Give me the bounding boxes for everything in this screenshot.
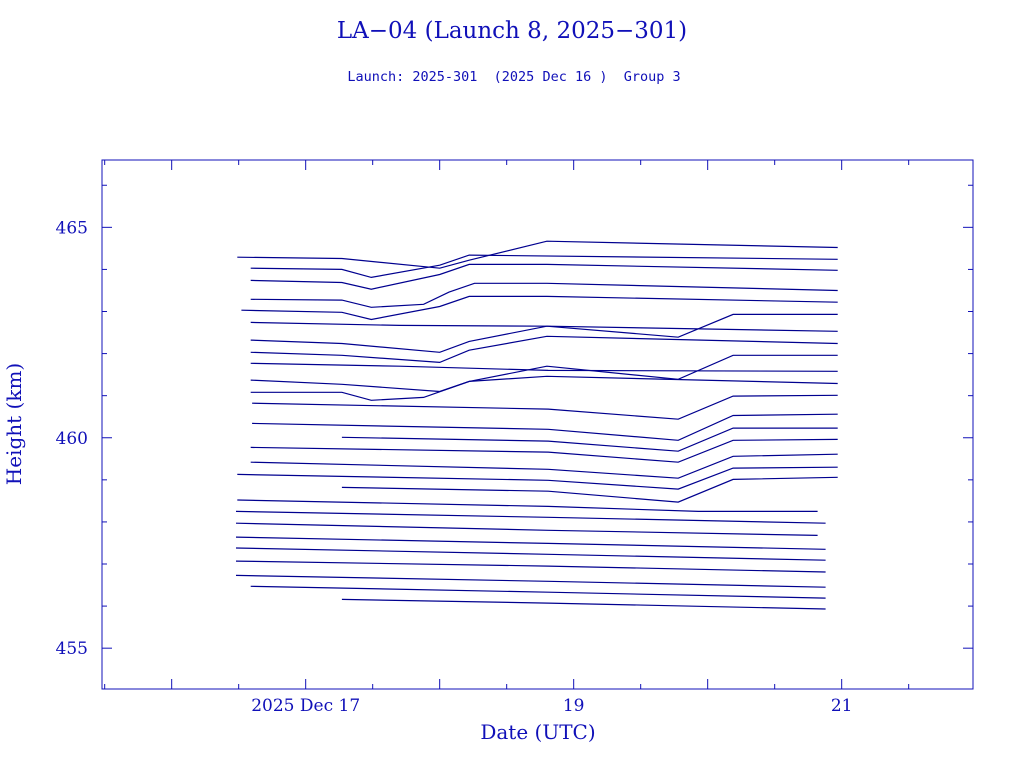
series-line-18 <box>341 476 838 503</box>
series-line-4 <box>250 282 838 308</box>
series-line-19 <box>237 499 818 512</box>
x-axis-label: Date (UTC) <box>480 720 595 744</box>
series-line-17 <box>237 466 838 490</box>
series-group <box>235 240 838 610</box>
y-tick-label: 460 <box>56 429 88 449</box>
series-line-26 <box>250 585 826 599</box>
x-tick-label: 2025 Dec 17 <box>251 696 360 716</box>
y-tick-label: 465 <box>56 218 88 238</box>
x-tick-label: 19 <box>563 696 585 716</box>
series-line-11 <box>250 375 838 401</box>
x-tick-label: 21 <box>831 696 853 716</box>
series-line-25 <box>235 574 826 588</box>
y-tick-label: 455 <box>56 639 88 659</box>
series-line-24 <box>235 560 826 573</box>
series-line-20 <box>235 510 826 524</box>
series-line-22 <box>235 536 826 550</box>
series-line-7 <box>250 313 838 353</box>
chart-title: LA−04 (Launch 8, 2025−301) <box>337 18 687 44</box>
series-line-27 <box>341 598 826 610</box>
series-line-16 <box>250 453 838 479</box>
chart-subtitle: Launch: 2025-301 (2025 Dec 16 ) Group 3 <box>347 69 680 85</box>
series-line-2 <box>250 254 838 279</box>
y-axis-label: Height (km) <box>2 363 26 485</box>
series-line-1 <box>237 240 838 269</box>
tick-labels: 2025 Dec 17 19 21 455 460 465 <box>56 218 853 716</box>
axis-ticks <box>102 160 973 689</box>
series-line-6 <box>250 321 838 332</box>
series-line-13 <box>252 413 838 441</box>
series-line-14 <box>341 427 838 452</box>
series-line-15 <box>250 438 838 463</box>
series-line-10 <box>250 354 838 393</box>
series-line-23 <box>235 547 826 561</box>
series-line-21 <box>235 522 818 536</box>
series-line-8 <box>250 335 838 364</box>
series-line-9 <box>250 362 838 372</box>
series-line-12 <box>252 394 838 420</box>
series-line-5 <box>241 295 838 321</box>
series-line-3 <box>250 263 838 290</box>
plot-frame <box>101 159 974 690</box>
